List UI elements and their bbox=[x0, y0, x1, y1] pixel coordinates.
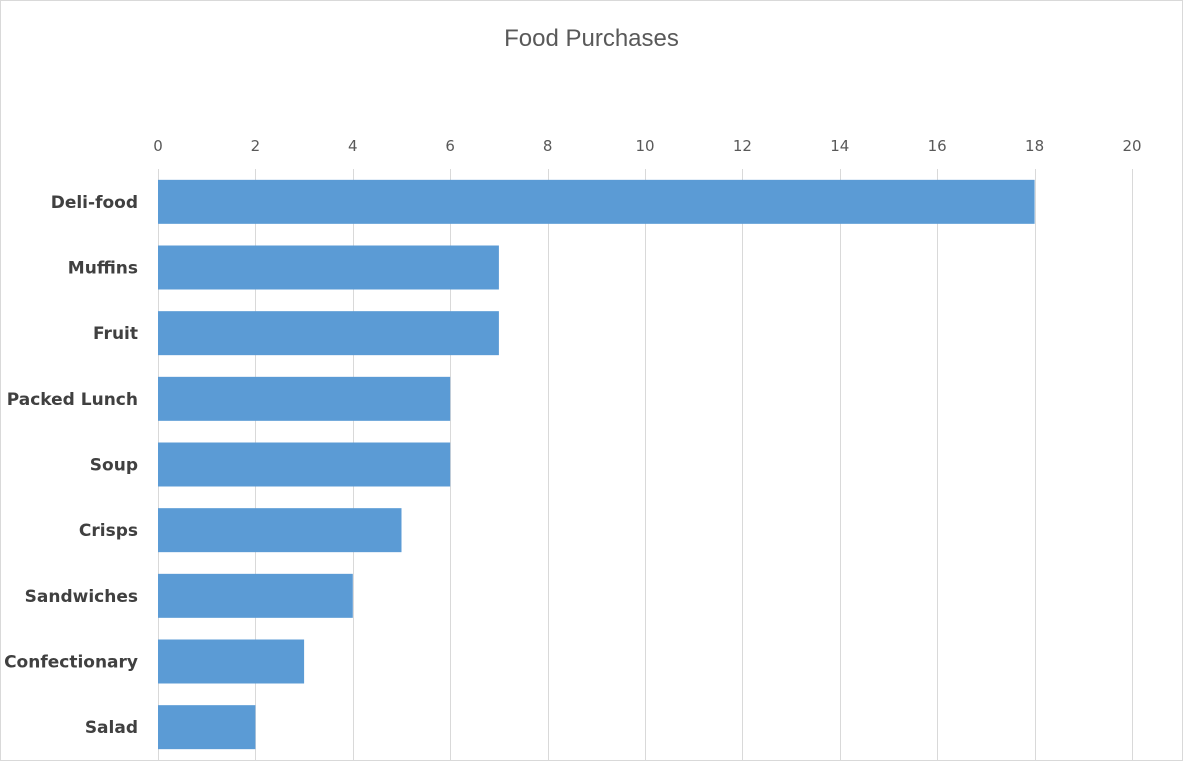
category-label: Deli-food bbox=[51, 193, 138, 213]
category-label: Crisps bbox=[79, 521, 138, 541]
bar-confectionary bbox=[158, 639, 305, 684]
x-tick-label: 6 bbox=[445, 137, 455, 155]
bar-packed-lunch bbox=[158, 376, 451, 421]
x-tick-label: 20 bbox=[1122, 137, 1141, 155]
category-label: Fruit bbox=[93, 324, 138, 344]
x-tick-label: 10 bbox=[635, 137, 654, 155]
category-label: Soup bbox=[90, 456, 138, 476]
category-label: Sandwiches bbox=[25, 587, 138, 607]
category-labels: Deli-food Muffins Fruit Packed Lunch Soup Cri… bbox=[4, 193, 138, 738]
x-tick-label: 16 bbox=[928, 137, 947, 155]
chart-title: Food Purchases bbox=[504, 25, 679, 52]
x-tick-label: 8 bbox=[543, 137, 553, 155]
category-label: Confectionary bbox=[4, 653, 138, 673]
category-label: Muffins bbox=[68, 259, 138, 279]
x-tick-label: 4 bbox=[348, 137, 358, 155]
bar-sandwiches bbox=[158, 573, 353, 618]
bar-crisps bbox=[158, 508, 402, 553]
bar-muffins bbox=[158, 245, 499, 290]
x-tick-label: 2 bbox=[251, 137, 261, 155]
bar-deli-food bbox=[158, 179, 1035, 224]
x-tick-label: 14 bbox=[830, 137, 849, 155]
category-label: Salad bbox=[85, 718, 138, 738]
x-tick-labels: 0 2 4 6 8 10 12 14 16 18 20 bbox=[153, 137, 1141, 155]
bar-soup bbox=[158, 442, 451, 487]
x-tick-label: 12 bbox=[733, 137, 752, 155]
x-tick-label: 0 bbox=[153, 137, 163, 155]
bar-fruit bbox=[158, 311, 499, 356]
x-tick-label: 18 bbox=[1025, 137, 1044, 155]
bar-salad bbox=[158, 705, 256, 750]
bars bbox=[158, 179, 1035, 750]
category-label: Packed Lunch bbox=[7, 390, 138, 410]
